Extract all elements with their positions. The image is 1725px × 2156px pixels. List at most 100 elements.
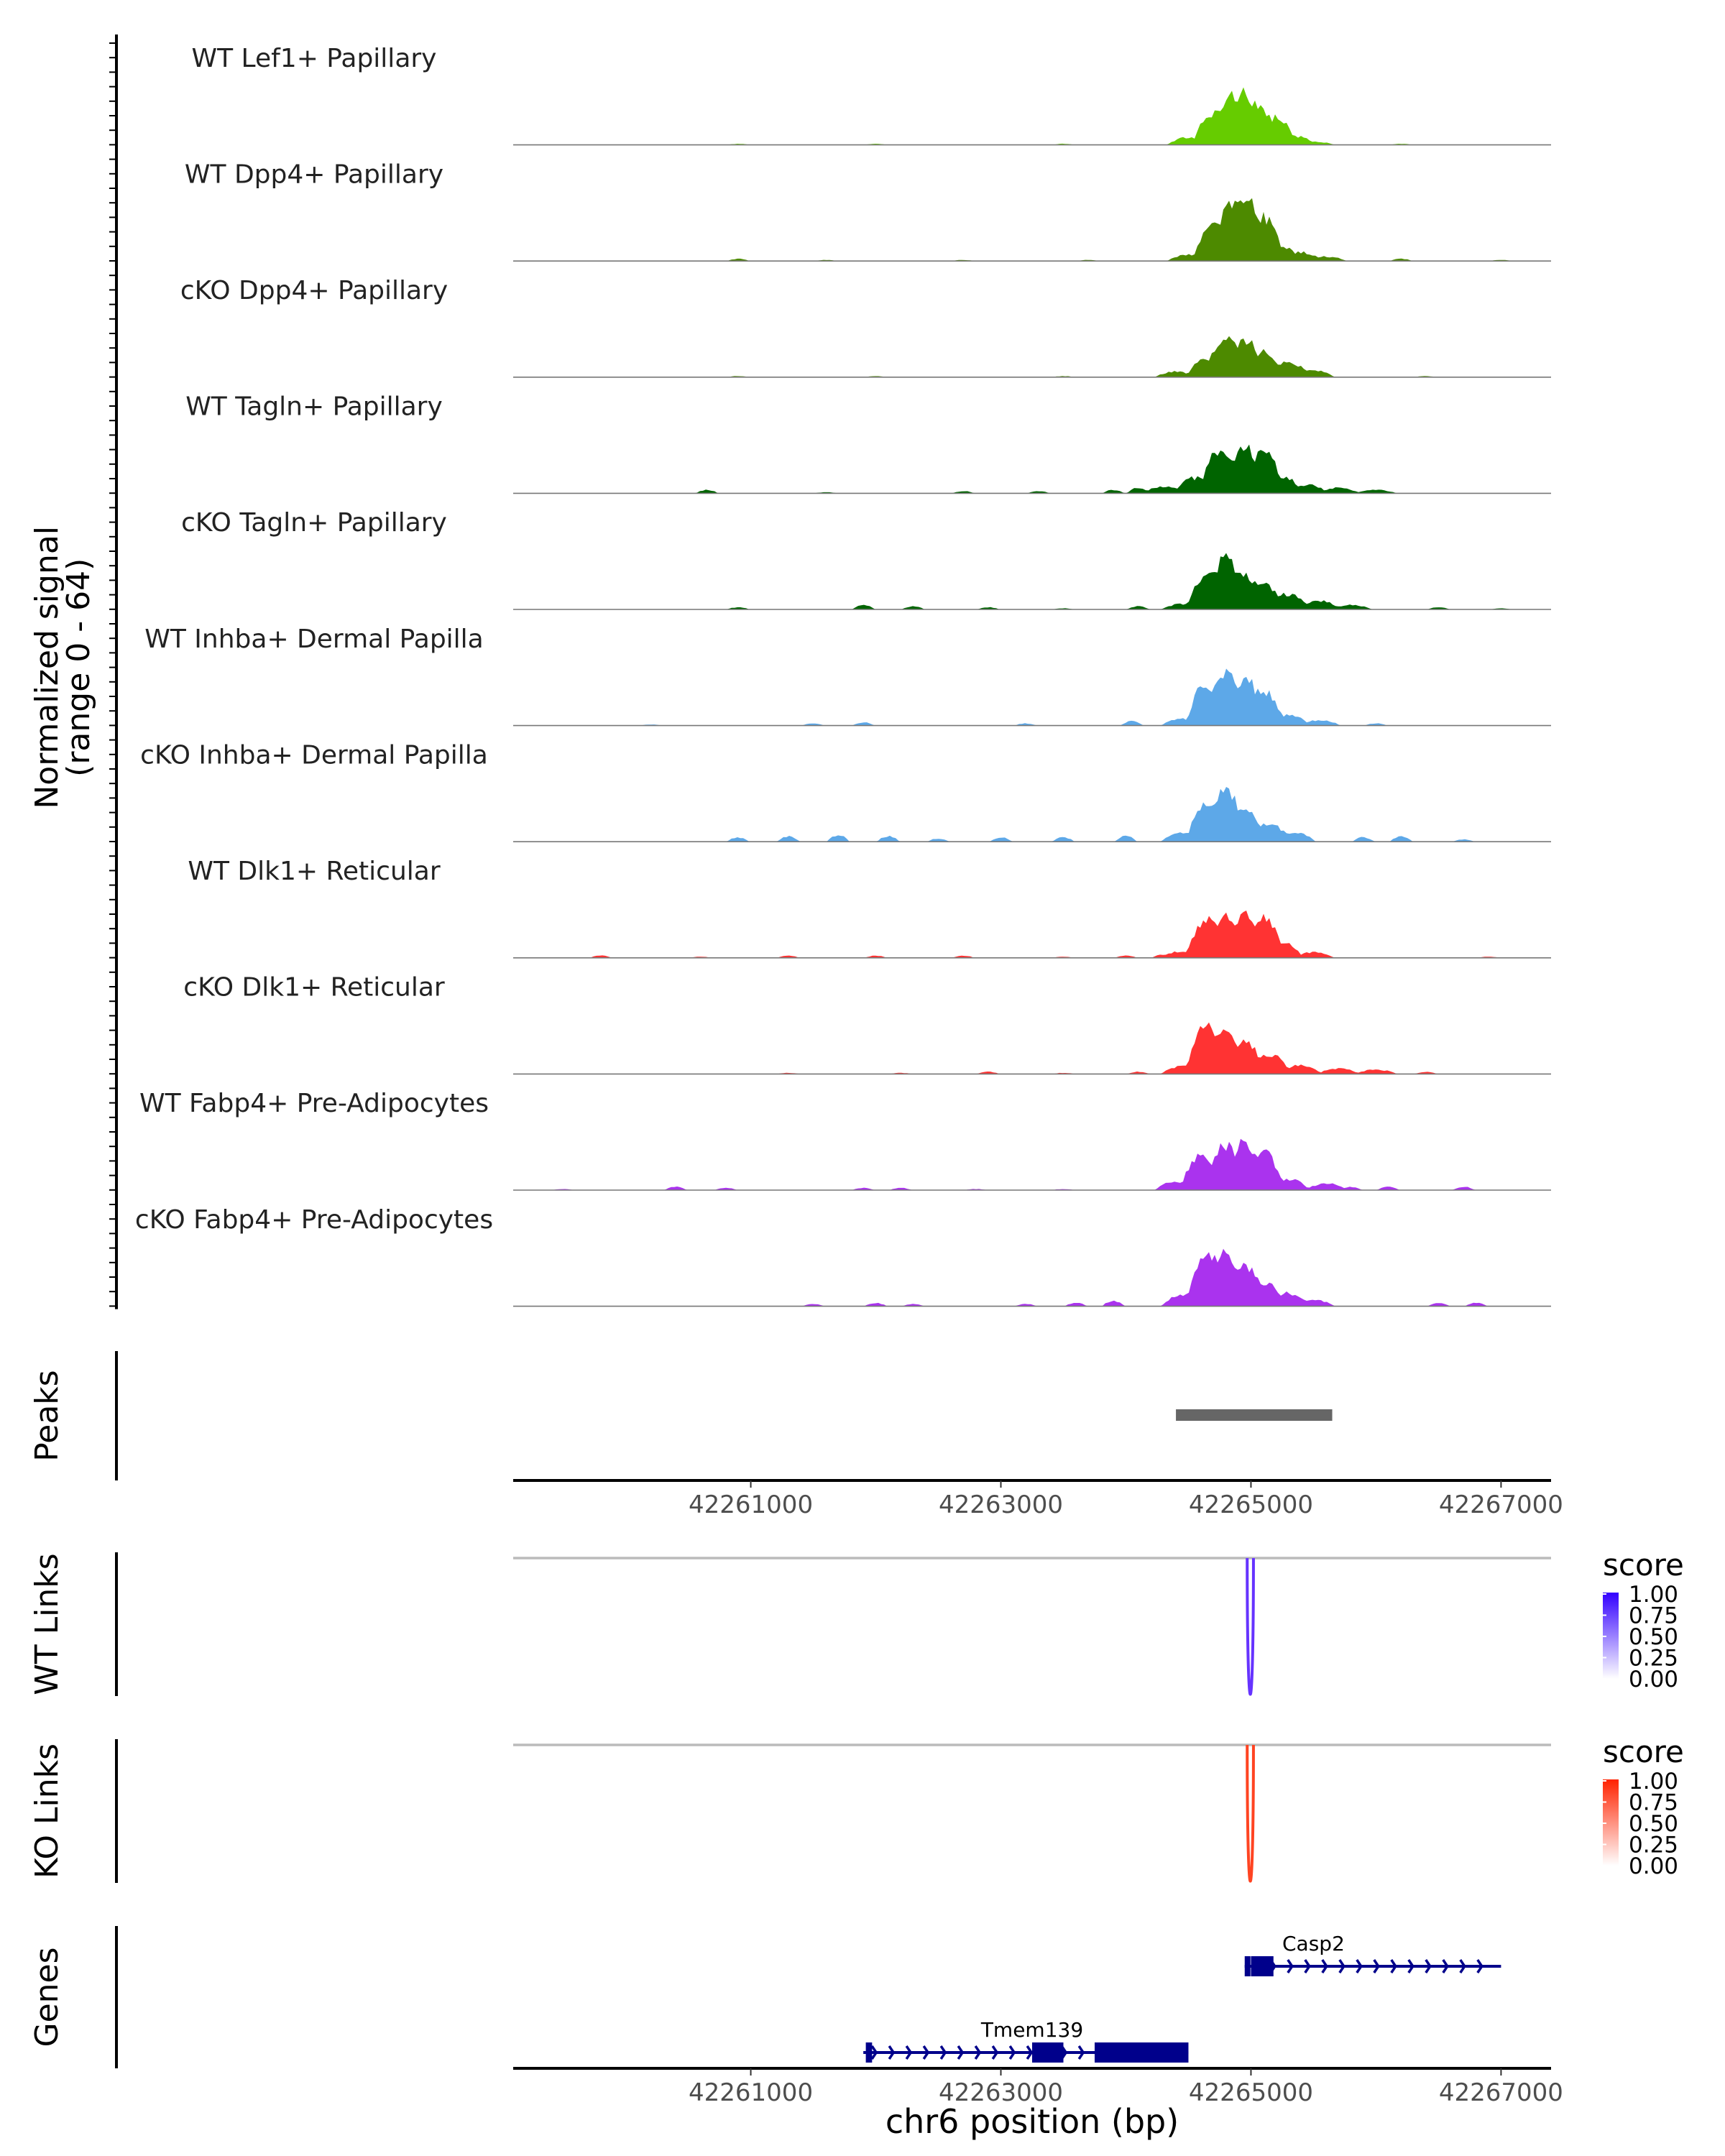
gene-exon <box>1094 2042 1189 2063</box>
coverage-track: WT Lef1+ Papillary <box>192 44 1551 146</box>
coverage-y-axis-title: Normalized signal(range 0 - 64) <box>29 526 97 809</box>
coverage-track-label: WT Fabp4+ Pre-Adipocytes <box>139 1089 489 1118</box>
coverage-track: cKO Inhba+ Dermal Papilla <box>140 740 1551 842</box>
coverage-track: cKO Dpp4+ Papillary <box>180 276 1551 378</box>
legend-tick-label: 0.75 <box>1629 1790 1678 1816</box>
coverage-track-label: WT Tagln+ Papillary <box>185 392 443 422</box>
link-arc <box>1246 1557 1255 1696</box>
strand-arrow <box>888 2045 896 2060</box>
coverage-area <box>513 911 1551 958</box>
peaks-track-label: Peaks <box>29 1370 65 1461</box>
coverage-track: WT Fabp4+ Pre-Adipocytes <box>139 1089 1551 1191</box>
strand-arrow <box>1356 1959 1363 1973</box>
coverage-track-label: WT Dpp4+ Papillary <box>185 160 443 189</box>
strand-arrow <box>1008 2045 1016 2060</box>
link-arc <box>1246 1744 1255 1883</box>
coverage-area <box>513 787 1551 842</box>
strand-arrow <box>1459 1959 1466 1973</box>
gene-exon <box>1244 1956 1251 1976</box>
strand-arrow <box>1390 1959 1397 1973</box>
peaks-x-tick-label: 42267000 <box>1439 1491 1563 1519</box>
genes-x-tick-label: 42261000 <box>689 2078 813 2107</box>
coverage-area <box>513 553 1551 609</box>
coverage-track-label: cKO Fabp4+ Pre-Adipocytes <box>135 1205 493 1235</box>
strand-arrow <box>870 2045 878 2060</box>
coverage-area <box>513 1138 1551 1190</box>
x-axis-title: chr6 position (bp) <box>886 2102 1179 2141</box>
genes-x-tick-label: 42263000 <box>939 2078 1063 2107</box>
coverage-track-label: cKO Dpp4+ Papillary <box>180 276 448 305</box>
coverage-track-label: cKO Inhba+ Dermal Papilla <box>140 740 488 770</box>
links-track-label: KO Links <box>29 1743 65 1879</box>
coverage-area <box>513 668 1551 726</box>
coverage-y-axis-title-line2: (range 0 - 64) <box>60 558 97 777</box>
genes-x-tick-label: 42267000 <box>1439 2078 1563 2107</box>
coverage-track: WT Dlk1+ Reticular <box>188 857 1551 959</box>
legend-tick-label: 1.00 <box>1629 1769 1678 1795</box>
strand-arrow <box>1425 1959 1432 1973</box>
coverage-panel: Normalized signal(range 0 - 64) WT Lef1+ … <box>29 34 1551 1309</box>
coverage-track-label: cKO Tagln+ Papillary <box>181 508 447 538</box>
coverage-area <box>513 87 1551 145</box>
strand-arrow <box>939 2045 947 2060</box>
legend-tick-label: 1.00 <box>1629 1582 1678 1608</box>
strand-arrow <box>1373 1959 1380 1973</box>
legend-tick-label: 0.50 <box>1629 1811 1678 1837</box>
coverage-track-label: WT Inhba+ Dermal Papilla <box>144 625 483 654</box>
strand-arrow <box>1304 1959 1311 1973</box>
coverage-area <box>513 444 1551 494</box>
legend-tick-label: 0.25 <box>1629 1646 1678 1672</box>
coverage-area <box>513 1248 1551 1307</box>
strand-arrow <box>1077 2045 1085 2060</box>
legend-colorbar <box>1603 1779 1619 1866</box>
strand-arrow <box>922 2045 930 2060</box>
strand-arrow <box>1442 1959 1449 1973</box>
strand-arrow <box>1338 1959 1346 1973</box>
peaks-x-tick-label: 42261000 <box>689 1491 813 1519</box>
peaks-panel: Peaks 42261000 42263000 42265000 42267000 <box>29 1351 1563 1519</box>
coverage-track: WT Inhba+ Dermal Papilla <box>144 625 1551 727</box>
coverage-track: cKO Fabp4+ Pre-Adipocytes <box>135 1205 1551 1307</box>
legend-colorbar <box>1603 1593 1619 1679</box>
coverage-track-label: WT Dlk1+ Reticular <box>188 857 440 886</box>
gene-label: Tmem139 <box>980 2018 1083 2042</box>
coverage-area <box>513 336 1551 377</box>
legend-title: score <box>1603 1547 1684 1583</box>
peaks-x-tick-label: 42263000 <box>939 1491 1063 1519</box>
coverage-area <box>513 1022 1551 1074</box>
strand-arrow <box>1321 1959 1328 1973</box>
legend-tick-label: 0.00 <box>1629 1853 1678 1879</box>
coverage-track: cKO Tagln+ Papillary <box>181 508 1551 610</box>
strand-arrow <box>905 2045 913 2060</box>
genes-x-tick-label: 42265000 <box>1189 2078 1313 2107</box>
genes-track-label: Genes <box>29 1947 65 2047</box>
strand-arrow <box>1407 1959 1414 1973</box>
coverage-track-label: WT Lef1+ Papillary <box>192 44 437 73</box>
strand-arrow <box>1476 1959 1484 1973</box>
coverage-track: WT Tagln+ Papillary <box>185 392 1551 494</box>
genes-panel: Genes Casp2 Tmem139 42261000 42263000 4226500… <box>29 1926 1563 2141</box>
strand-arrow <box>957 2045 965 2060</box>
legend-tick-label: 0.50 <box>1629 1624 1678 1650</box>
gene-label: Casp2 <box>1282 1932 1345 1955</box>
legend-tick-label: 0.75 <box>1629 1603 1678 1629</box>
gene-exon <box>1032 2042 1064 2063</box>
peak-interval <box>1176 1409 1333 1421</box>
coverage-area <box>513 198 1551 262</box>
strand-arrow <box>974 2045 982 2060</box>
coverage-track-label: cKO Dlk1+ Reticular <box>183 973 445 1003</box>
coverage-track: cKO Dlk1+ Reticular <box>183 973 1551 1075</box>
strand-arrow <box>1287 1959 1294 1973</box>
gene-exon <box>1251 1956 1274 1976</box>
gene-model: Casp2 <box>1244 1932 1501 1976</box>
coverage-y-axis-title-line1: Normalized signal <box>29 526 65 809</box>
strand-arrow <box>991 2045 999 2060</box>
strand-arrow <box>1026 2045 1034 2060</box>
legend-title: score <box>1603 1734 1684 1769</box>
gene-exon <box>865 2042 873 2063</box>
